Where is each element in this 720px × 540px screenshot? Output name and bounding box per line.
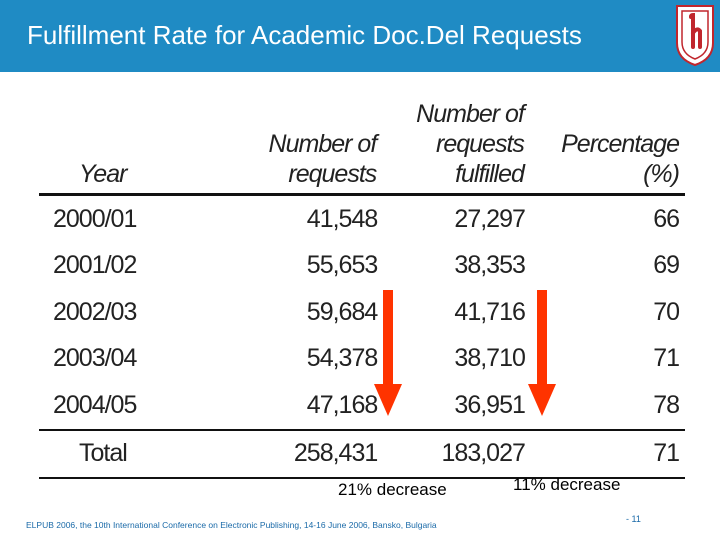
cell-fulfilled: 183,027: [377, 428, 526, 479]
cell-year: 2002/03: [53, 297, 137, 326]
header-fulfilled-line1: Number of: [416, 100, 525, 128]
cell-year: 2001/02: [53, 251, 137, 280]
header-percentage: Percentage (%): [524, 98, 685, 196]
cell-fulfilled: 38,710: [454, 344, 525, 373]
fulfilled-decrease-label: 11% decrease: [513, 475, 621, 494]
cell-percentage: 66: [653, 204, 680, 233]
cell-requests: 258,431: [218, 428, 378, 479]
cell-year: 2004/05: [53, 390, 137, 419]
footer-text: ELPUB 2006, the 10th International Confe…: [26, 520, 437, 530]
table-row: 2004/05 47,168 36,951 78: [39, 382, 685, 430]
cell-fulfilled: 36,951: [454, 390, 525, 419]
cell-requests: 59,684: [306, 297, 378, 326]
table-row: 2000/01 41,548 27,297 66: [39, 195, 685, 243]
cell-percentage: 70: [653, 297, 680, 326]
cell-requests: 54,378: [306, 344, 378, 373]
table-total-row: Total 258,431 183,027 71: [39, 428, 685, 479]
cell-requests: 55,653: [306, 251, 378, 280]
down-arrow-icon: [374, 290, 402, 416]
down-arrow-icon: [528, 290, 556, 416]
table-row: 2002/03 59,684 41,716 70: [39, 289, 685, 336]
cell-percentage: 71: [653, 344, 680, 373]
table-header-row: Year Number of requests Number of reques…: [39, 98, 685, 196]
cell-year: Total: [39, 428, 219, 479]
cell-year: 2000/01: [53, 204, 137, 233]
cell-requests: 47,168: [306, 390, 378, 419]
table-row: 2003/04 54,378 38,710 71: [39, 336, 685, 383]
header-fulfilled: Number of requests fulfilled: [377, 98, 525, 196]
cell-percentage: 69: [653, 251, 680, 280]
cell-fulfilled: 41,716: [454, 297, 525, 326]
slide-title: Fulfillment Rate for Academic Doc.Del Re…: [27, 20, 582, 50]
requests-decrease-label: 21% decrease: [338, 480, 447, 499]
header-requests: Number of requests: [218, 98, 377, 196]
cell-requests: 41,548: [306, 204, 378, 233]
fulfillment-table: Year Number of requests Number of reques…: [39, 98, 685, 479]
page-number: - 11: [626, 514, 641, 524]
cell-year: 2003/04: [53, 344, 137, 373]
fulfillment-table-image: Year Number of requests Number of reques…: [36, 98, 686, 479]
table-row: 2001/02 55,653 38,353 69: [39, 243, 685, 290]
header-year: Year: [39, 98, 219, 196]
cell-percentage: 71: [524, 428, 685, 479]
header-fulfilled-line2: requests fulfilled: [436, 130, 525, 188]
cell-percentage: 78: [653, 390, 680, 419]
university-crest-icon: [674, 3, 716, 67]
title-bar: Fulfillment Rate for Academic Doc.Del Re…: [0, 0, 720, 72]
cell-fulfilled: 38,353: [454, 251, 525, 280]
cell-fulfilled: 27,297: [454, 204, 525, 233]
